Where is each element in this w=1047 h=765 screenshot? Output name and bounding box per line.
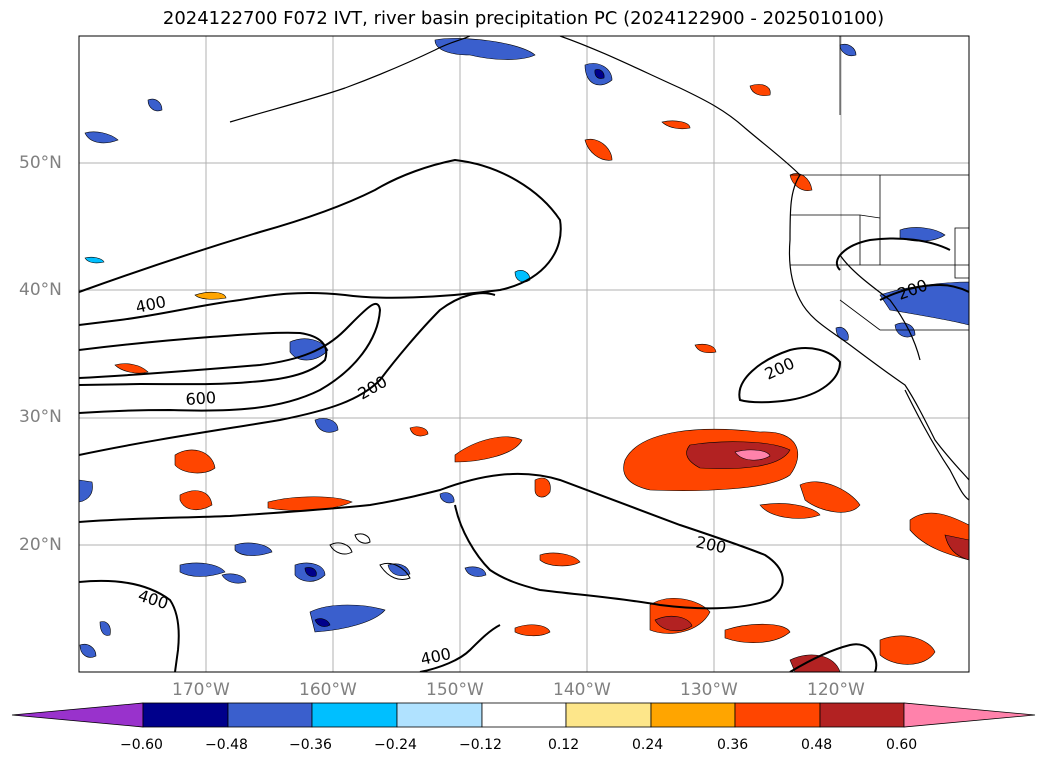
- colorbar-tick-label: −0.12: [459, 737, 502, 753]
- colorbar: [11, 702, 1036, 728]
- figure-title: 2024122700 F072 IVT, river basin precipi…: [162, 8, 885, 29]
- colorbar-cell: [819, 702, 905, 728]
- contour-label: 600: [185, 388, 217, 409]
- lat-label: 50°N: [19, 153, 62, 173]
- colorbar-tick-label: 0.24: [632, 737, 664, 753]
- map-background: [79, 36, 969, 672]
- lon-label: 160°W: [299, 680, 357, 700]
- lat-label: 30°N: [19, 407, 62, 427]
- lon-label: 170°W: [172, 680, 230, 700]
- colorbar-cell: [396, 702, 483, 728]
- colorbar-cell: [565, 702, 652, 728]
- lat-label: 20°N: [19, 535, 62, 555]
- lon-label: 130°W: [680, 680, 738, 700]
- colorbar-extend-high: [903, 702, 1036, 728]
- map-frame: [78, 35, 970, 673]
- colorbar-tick-label: −0.24: [374, 737, 417, 753]
- colorbar-tick-label: 0.48: [801, 737, 833, 753]
- lat-label: 40°N: [19, 280, 62, 300]
- colorbar-tick-label: 0.60: [886, 737, 918, 753]
- gridlines: [79, 36, 969, 672]
- colorbar-tick-label: −0.48: [205, 737, 248, 753]
- positive-precip-patches: [114, 84, 969, 672]
- colorbar-tick-label: 0.36: [717, 737, 749, 753]
- coastlines: [229, 36, 969, 501]
- colorbar-cell: [227, 702, 313, 728]
- colorbar-cell: [481, 702, 567, 728]
- ivt-contours: [79, 158, 969, 672]
- colorbar-extend-low: [11, 702, 144, 728]
- hawaii-islands: [329, 533, 411, 580]
- colorbar-tick-label: −0.60: [120, 737, 163, 753]
- state-borders: [790, 36, 969, 331]
- lon-label: 120°W: [807, 680, 865, 700]
- negative-precip-patches: [79, 38, 969, 658]
- lon-label: 140°W: [553, 680, 611, 700]
- colorbar-cell: [734, 702, 821, 728]
- lon-label: 150°W: [426, 680, 484, 700]
- colorbar-tick-label: 0.12: [548, 737, 580, 753]
- colorbar-cell: [311, 702, 398, 728]
- colorbar-tick-label: −0.36: [289, 737, 332, 753]
- colorbar-cell: [142, 702, 229, 728]
- colorbar-cell: [650, 702, 736, 728]
